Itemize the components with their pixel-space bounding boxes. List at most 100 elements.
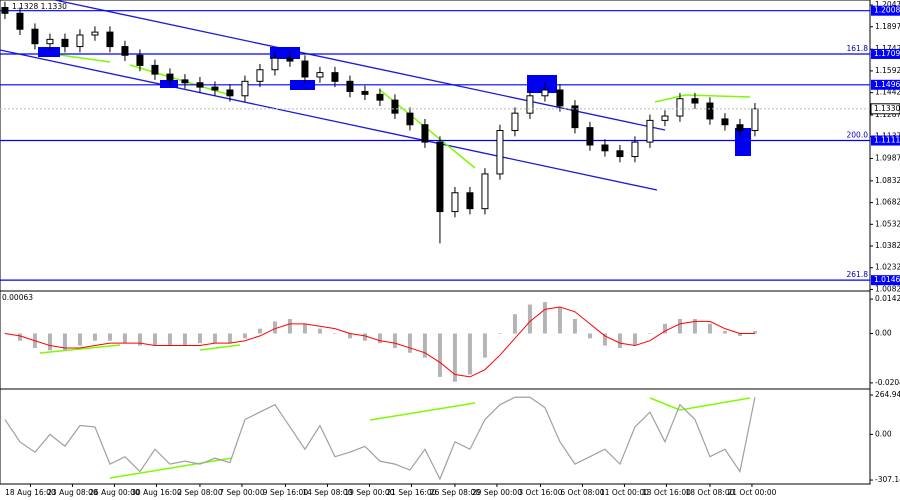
candle-body [496,130,504,175]
macd-bar [527,304,532,334]
macd-bar [587,333,592,339]
y-tick-label: 1.1442 [875,88,900,97]
candle-body [151,64,159,75]
x-tick-label: 18 Aug 16:00 [5,488,56,497]
candle-body [196,82,204,88]
candle-body [721,118,729,126]
macd-bar [512,314,517,334]
candle-body [406,112,414,126]
macd-bar [647,333,652,334]
zone-marker [38,47,60,57]
y-tick-label: 1.1897 [875,22,900,31]
macd-bar [662,323,667,334]
candle-body [106,31,114,48]
candle-body [91,31,99,36]
macd-bar [572,319,577,334]
trend-channel [0,0,666,191]
candle-body [586,127,594,146]
x-tick-label: 3 Oct 16:00 [518,488,562,497]
macd-bar [137,333,142,346]
candle-body [421,124,429,143]
fib-label: 161.8 [847,44,869,53]
channel-lower [0,49,658,191]
candle-body [631,141,639,158]
y-tick-label: 0.01427 [875,294,900,303]
candle-body [661,115,669,121]
candle-body [136,54,144,66]
divergence-line [649,397,751,411]
candle-body [226,89,234,97]
y-tick-label: 1.2047 [875,0,900,9]
macd-bar [347,333,352,339]
candle-body [646,119,654,143]
macd-bar [377,333,382,344]
candle-body [286,57,294,62]
macd-bar [617,333,622,348]
zone-marker [527,75,557,93]
candle-body [436,141,444,213]
cci-line [4,396,756,481]
fib-label: 200.0 [847,131,869,140]
indicator-info: 1.1328 1.1330 [12,2,67,11]
macd-bar [62,333,67,351]
level-label: 1.0146 [874,275,900,284]
candle-body [571,105,579,129]
x-tick-label: 30 Aug 16:00 [131,488,182,497]
macd-bar [677,319,682,334]
candle-body [301,60,309,78]
macd-bar [467,333,472,375]
macd-bar [422,333,427,358]
macd-bar [167,333,172,346]
candle-body [751,108,759,132]
macd-bar [212,333,217,344]
zone-marker [270,47,300,59]
level-label: 1.1111 [874,136,900,145]
y-tick-label: 264.9492 [875,390,900,399]
candle-body [61,38,69,48]
x-tick-label: 29 Sep 00:00 [472,488,522,497]
macd-bar [737,333,742,336]
candle-body [706,102,714,120]
macd-bar [107,333,112,341]
x-tick-label: 23 Aug 08:00 [47,488,98,497]
macd-bar [47,333,52,351]
macd-bar [452,333,457,382]
candle-body [361,90,369,95]
macd-bar [317,328,322,334]
candle-body [676,98,684,117]
macd-bar [92,333,97,341]
candle-body [271,57,279,71]
candle-body [556,89,564,107]
candle-body [481,173,489,210]
x-tick-label: 26 Aug 00:00 [89,488,140,497]
x-tick-label: 21 Sep 16:00 [386,488,436,497]
candle-body [616,150,624,158]
macd-bar [482,333,487,358]
candle-body [1,7,9,14]
channel-upper [54,0,666,131]
plot-frame [0,0,871,485]
macd-bar [542,302,547,334]
y-tick-label: 1.0082 [875,284,900,293]
macd-bar [77,333,82,346]
candle-body [256,69,264,82]
candle-body [166,73,174,81]
indicator-info: 0.00063 [2,293,33,302]
x-tick-label: 6 Oct 08:00 [560,488,604,497]
macd-bar [287,319,292,334]
divergence-line [109,457,233,479]
candle-body [316,72,324,78]
candle-body [121,46,129,56]
macd-bar [437,333,442,377]
macd-bar [692,319,697,334]
level-label-box [871,135,900,146]
fib-label: 261.8 [847,270,869,279]
level-label-box [871,79,900,90]
y-tick-label: 1.0232 [875,263,900,272]
macd-bar [302,323,307,334]
macd-bar [632,333,637,346]
x-tick-label: 14 Sep 08:00 [302,488,352,497]
divergence-line [199,344,241,351]
candle-body [16,12,24,30]
